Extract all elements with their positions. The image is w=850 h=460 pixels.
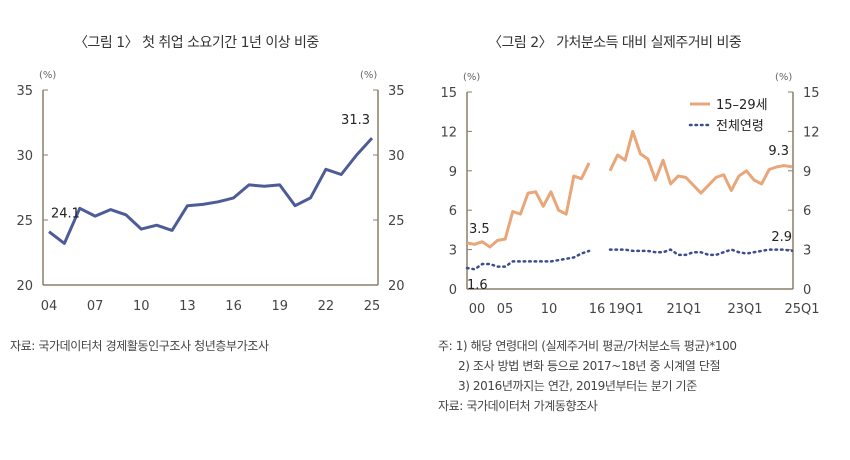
chart2-series-youth-annual — [466, 162, 591, 249]
chart2-ytick-label-left: 3 — [449, 244, 457, 259]
chart2-ytick-label-right: 3 — [803, 244, 811, 259]
chart2-ytick-label-left: 9 — [449, 165, 457, 180]
chart2-ytick-label-left: 15 — [440, 86, 457, 101]
chart2-annotation-youth-end: 9.3 — [768, 144, 789, 159]
chart2-legend-label-youth: 15–29세 — [716, 98, 768, 113]
chart1-unit-left: (%) — [39, 70, 56, 81]
chart1-xtick-label: 07 — [87, 299, 104, 314]
chart2-ytick-label-left: 0 — [449, 283, 457, 298]
chart1-xtick-label: 22 — [318, 299, 335, 314]
chart1-xtick-label: 25 — [364, 299, 381, 314]
chart2-ytick-label-right: 0 — [803, 283, 811, 298]
chart2-ytick-label-right: 15 — [803, 86, 820, 101]
chart1-annotation-end: 31.3 — [341, 113, 370, 128]
chart2-unit-left: (%) — [463, 72, 480, 83]
chart2-xtick-label: 19Q1 — [608, 302, 643, 317]
chart1-unit-right: (%) — [360, 70, 377, 81]
chart1-ytick-label-left: 30 — [16, 149, 33, 164]
chart1-xtick-label: 16 — [225, 299, 242, 314]
chart2-legend-label-all: 전체연령 — [716, 119, 764, 134]
chart2-note-2: 2) 조사 방법 변화 등으로 2017~18년 중 시계열 단절 — [458, 359, 721, 373]
chart2-series-youth-quarterly — [608, 129, 793, 195]
chart1-ytick-label-right: 20 — [388, 279, 405, 294]
chart2-ytick-label-left: 12 — [440, 125, 457, 140]
chart1-xtick-label: 13 — [179, 299, 196, 314]
chart1-series-line — [48, 137, 374, 245]
chart2-xtick-label: 05 — [497, 302, 514, 317]
chart2-source: 자료: 국가데이터처 가계동향조사 — [438, 399, 598, 413]
chart1-annotation-start: 24.1 — [51, 207, 80, 222]
chart2-unit-right: (%) — [775, 72, 792, 83]
chart1-ytick-label-left: 35 — [16, 84, 33, 99]
chart2-xtick-label: 25Q1 — [784, 302, 819, 317]
chart2-series-all-quarterly — [608, 248, 794, 257]
chart2-annotation-all-start: 1.6 — [467, 278, 488, 293]
chart1-ytick-label-right: 35 — [388, 84, 405, 99]
chart2-annotation-youth-start: 3.5 — [469, 222, 490, 237]
chart2-note-1: 주: 1) 해당 연령대의 (실제주거비 평균/가처분소득 평균)*100 — [438, 339, 737, 353]
chart2-xtick-label: 00 — [469, 302, 486, 317]
chart1-ytick-label-right: 30 — [388, 149, 405, 164]
chart1-xtick-label: 19 — [271, 299, 288, 314]
chart2-title: 〈그림 2〉 가처분소득 대비 실제주거비 비중 — [488, 35, 742, 51]
chart2-series-all-annual — [465, 249, 591, 271]
chart2-xtick-label: 10 — [541, 302, 558, 317]
chart2-ytick-label-right: 12 — [803, 125, 820, 140]
chart1-xtick-label: 04 — [41, 299, 58, 314]
chart1-xtick-label: 10 — [133, 299, 150, 314]
chart2-ytick-label-right: 9 — [803, 165, 811, 180]
chart1-ytick-label-right: 25 — [388, 214, 405, 229]
chart1-ytick-label-left: 25 — [16, 214, 33, 229]
chart2-xtick-label: 21Q1 — [666, 302, 701, 317]
chart1-source: 자료: 국가데이터처 경제활동인구조사 청년층부가조사 — [10, 339, 269, 353]
chart2-annotation-all-end: 2.9 — [771, 230, 792, 245]
chart2-ytick-label-right: 6 — [803, 204, 811, 219]
chart2-xtick-label: 16 — [589, 302, 606, 317]
chart2-xtick-label: 23Q1 — [727, 302, 762, 317]
chart1-title: 〈그림 1〉 첫 취업 소요기간 1년 이상 비중 — [74, 35, 319, 51]
chart2-ytick-label-left: 6 — [449, 204, 457, 219]
chart2-note-3: 3) 2016년까지는 연간, 2019년부터는 분기 기준 — [458, 379, 697, 393]
chart1-ytick-label-left: 20 — [16, 279, 33, 294]
